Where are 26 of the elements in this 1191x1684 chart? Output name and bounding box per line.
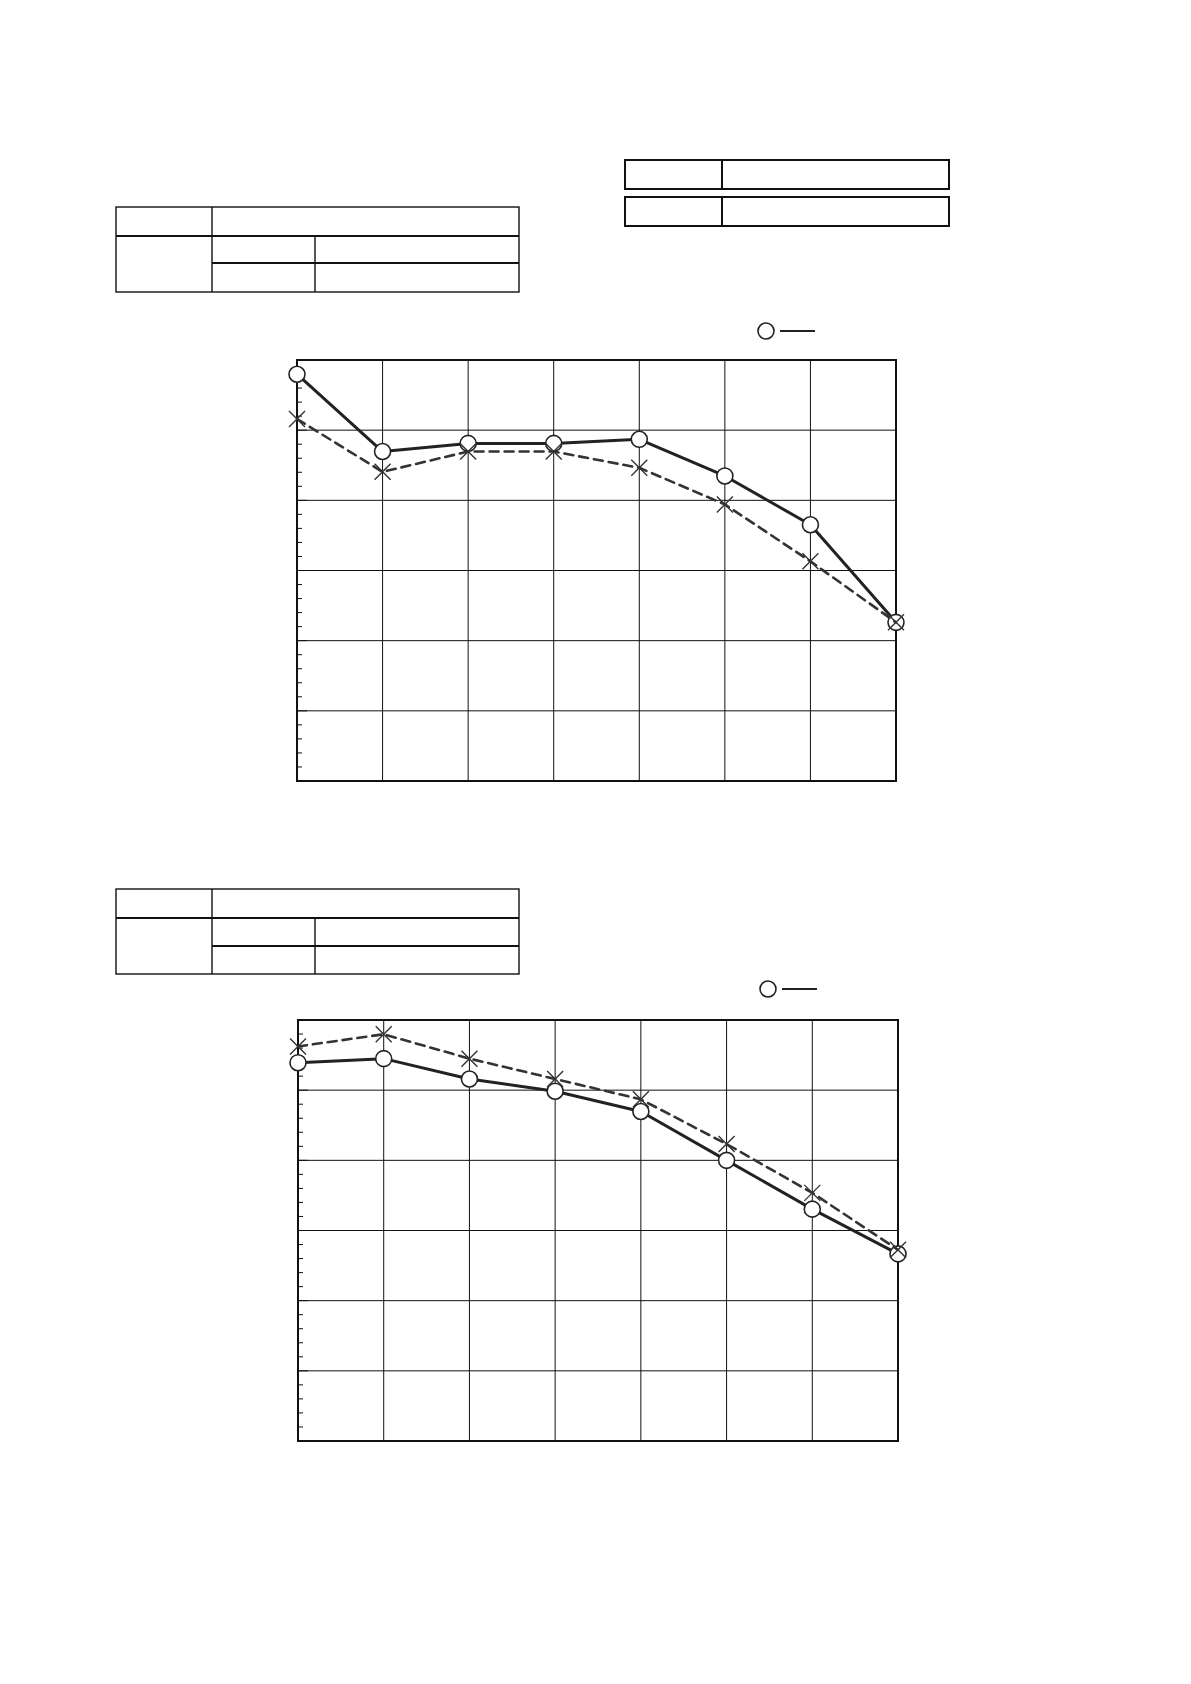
- point: [889, 1241, 907, 1259]
- point: [546, 1082, 564, 1100]
- point: [459, 442, 477, 461]
- point: [716, 495, 734, 514]
- point: [373, 442, 392, 461]
- point: [803, 1200, 822, 1218]
- point: [803, 1184, 821, 1202]
- point: [801, 515, 820, 534]
- point: [630, 459, 648, 477]
- point: [632, 1090, 650, 1109]
- point: [375, 1025, 393, 1043]
- point: [717, 1135, 736, 1153]
- point: [288, 365, 306, 384]
- point: [460, 1070, 479, 1088]
- point: [545, 442, 563, 461]
- point: [546, 1070, 564, 1088]
- point: [373, 463, 392, 481]
- point: [289, 1037, 307, 1056]
- point: [717, 1151, 736, 1170]
- point: [460, 1049, 479, 1068]
- point: [630, 430, 649, 449]
- point: [801, 552, 820, 571]
- point: [374, 1049, 393, 1068]
- point: [716, 467, 734, 485]
- point: [632, 1102, 650, 1121]
- point: [289, 1053, 307, 1072]
